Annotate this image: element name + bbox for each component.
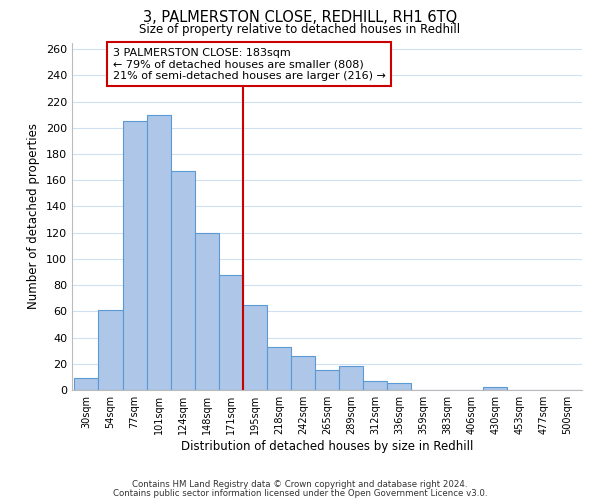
Bar	[315, 370, 339, 390]
Bar	[194, 232, 219, 390]
Bar	[122, 121, 146, 390]
Bar	[146, 114, 170, 390]
Bar	[339, 366, 363, 390]
Text: 3, PALMERSTON CLOSE, REDHILL, RH1 6TQ: 3, PALMERSTON CLOSE, REDHILL, RH1 6TQ	[143, 10, 457, 25]
Bar	[387, 384, 411, 390]
Text: 3 PALMERSTON CLOSE: 183sqm
← 79% of detached houses are smaller (808)
21% of sem: 3 PALMERSTON CLOSE: 183sqm ← 79% of deta…	[113, 48, 386, 81]
Bar	[267, 346, 291, 390]
Text: Contains HM Land Registry data © Crown copyright and database right 2024.: Contains HM Land Registry data © Crown c…	[132, 480, 468, 489]
Text: Contains public sector information licensed under the Open Government Licence v3: Contains public sector information licen…	[113, 489, 487, 498]
Y-axis label: Number of detached properties: Number of detached properties	[28, 123, 40, 309]
Bar	[74, 378, 98, 390]
Bar	[170, 171, 194, 390]
Bar	[484, 388, 508, 390]
Bar	[243, 305, 267, 390]
Bar	[98, 310, 122, 390]
Bar	[291, 356, 315, 390]
Text: Size of property relative to detached houses in Redhill: Size of property relative to detached ho…	[139, 22, 461, 36]
Bar	[219, 274, 243, 390]
X-axis label: Distribution of detached houses by size in Redhill: Distribution of detached houses by size …	[181, 440, 473, 453]
Bar	[363, 381, 387, 390]
